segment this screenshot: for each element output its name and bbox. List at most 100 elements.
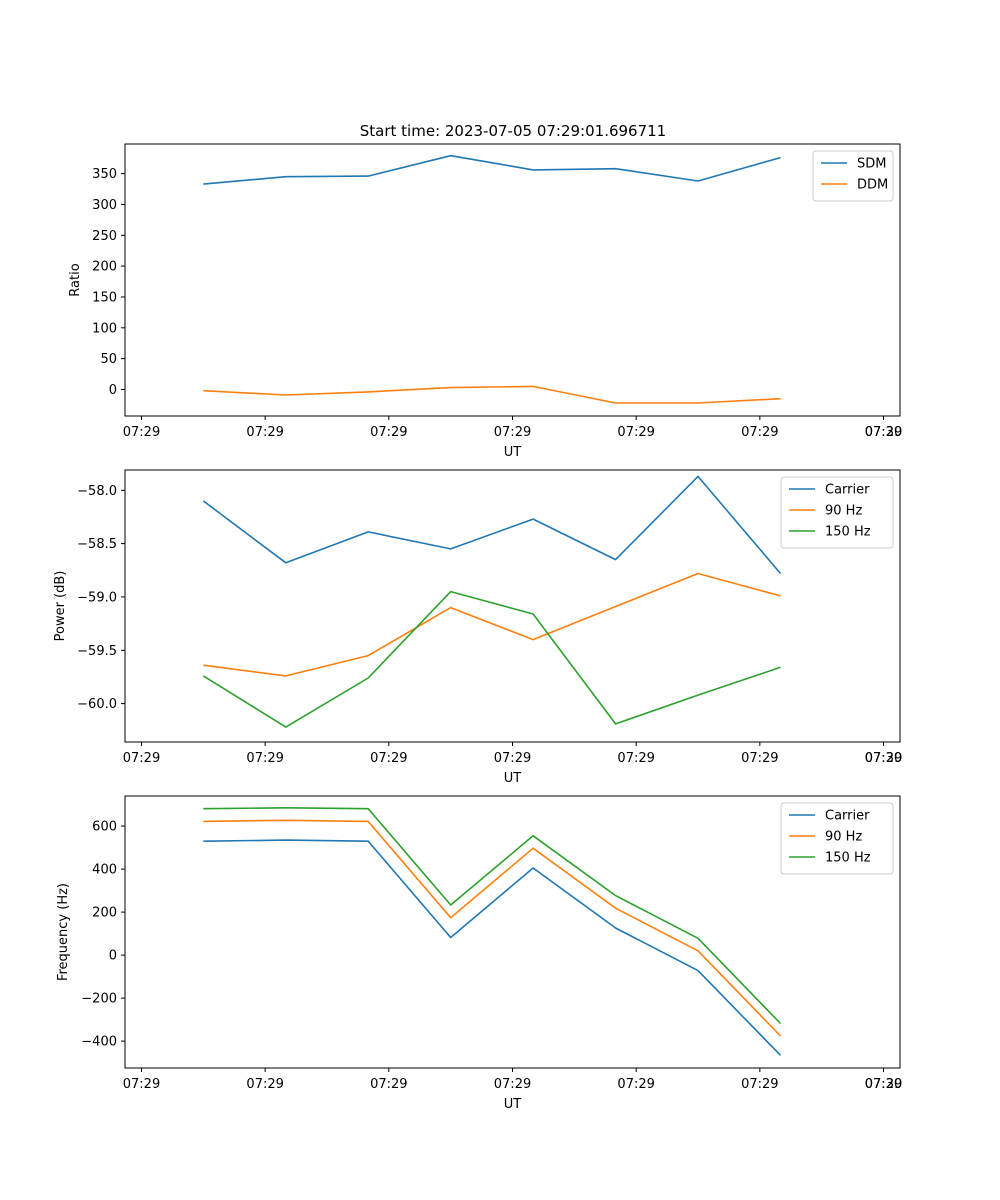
data-point	[367, 820, 369, 822]
data-point	[614, 927, 616, 929]
data-point	[367, 175, 369, 177]
x-tick-label: 07:29	[123, 1077, 160, 1092]
x-tick-label: 07:29	[123, 751, 160, 766]
data-point	[697, 180, 699, 182]
x-tick-label: 07:29	[494, 751, 531, 766]
figure-title: Start time: 2023-07-05 07:29:01.696711	[360, 122, 666, 140]
data-point	[614, 605, 616, 607]
x-tick-label: 07:29	[246, 1077, 283, 1092]
y-axis-label: Frequency (Hz)	[56, 883, 71, 981]
x-tick-label: 07:29	[617, 751, 654, 766]
y-tick-label: 0	[109, 949, 117, 964]
data-point	[697, 572, 699, 574]
x-tick-label: 07:29	[865, 1077, 902, 1092]
frequency-panel: 07:29 07:29 07:29 07:29 07:29 07:29 07:2907:30…	[56, 795, 902, 1112]
x-tick-label: 07:29	[865, 751, 902, 766]
data-point	[779, 1022, 781, 1024]
data-point	[285, 394, 287, 396]
data-point	[779, 398, 781, 400]
x-tick-label: 07:29	[370, 425, 407, 440]
x-tick-label: 07:29	[741, 751, 778, 766]
ratio-panel: 07:29 07:29 07:29 07:29 07:29 07:29 07:2907:30…	[68, 143, 902, 460]
x-tick-label: 07:29	[865, 425, 902, 440]
x-tick-label: 07:29	[741, 425, 778, 440]
x-tick-label: 07:29	[246, 425, 283, 440]
data-point	[285, 839, 287, 841]
data-point	[285, 819, 287, 821]
data-point	[779, 572, 781, 574]
y-tick-label: −58.0	[77, 484, 117, 499]
y-tick-label: −59.5	[77, 644, 117, 659]
y-tick-label: 600	[92, 820, 117, 835]
data-point	[285, 175, 287, 177]
legend-label: Carrier	[825, 809, 870, 824]
series-line-90-hz	[203, 572, 781, 677]
power-panel: 07:29 07:29 07:29 07:29 07:29 07:29 07:2907:30…	[53, 469, 902, 786]
data-point	[285, 726, 287, 728]
x-tick-label: 07:29	[494, 1077, 531, 1092]
data-point	[449, 904, 451, 906]
y-tick-label: 400	[92, 863, 117, 878]
axes-frame	[124, 143, 901, 417]
data-point	[697, 694, 699, 696]
y-tick-label: −400	[81, 1035, 117, 1050]
x-tick-label: 07:29	[617, 425, 654, 440]
data-point	[367, 531, 369, 533]
data-point	[449, 155, 451, 157]
data-point	[779, 666, 781, 668]
x-axis-label: UT	[504, 771, 522, 786]
data-point	[697, 402, 699, 404]
data-point	[202, 500, 204, 502]
y-tick-label: −59.0	[77, 590, 117, 605]
data-point	[202, 820, 204, 822]
data-point	[614, 558, 616, 560]
x-tick-label: 07:30	[865, 1077, 902, 1092]
data-point	[614, 402, 616, 404]
data-point	[532, 847, 534, 849]
data-point	[202, 390, 204, 392]
data-point	[367, 391, 369, 393]
data-point	[202, 675, 204, 677]
x-tick-label: 07:30	[865, 425, 902, 440]
data-point	[532, 835, 534, 837]
data-point	[285, 807, 287, 809]
y-tick-label: −58.5	[77, 537, 117, 552]
data-point	[367, 677, 369, 679]
data-point	[202, 840, 204, 842]
series-line-carrier	[203, 839, 782, 1056]
legend-label: SDM	[857, 157, 886, 172]
series-line-carrier	[202, 475, 782, 575]
data-point	[202, 183, 204, 185]
y-tick-label: 0	[109, 383, 117, 398]
y-tick-label: −200	[81, 992, 117, 1007]
legend-label: 90 Hz	[825, 830, 862, 845]
y-tick-label: 100	[92, 321, 117, 336]
x-tick-label: 07:29	[246, 751, 283, 766]
y-tick-label: 150	[92, 290, 117, 305]
legend-label: Carrier	[825, 483, 870, 498]
data-point	[449, 606, 451, 608]
y-axis-label: Power (dB)	[53, 571, 68, 642]
data-point	[532, 385, 534, 387]
legend-label: DDM	[857, 178, 888, 193]
y-tick-label: −60.0	[77, 697, 117, 712]
series-line-ddm	[203, 385, 781, 404]
data-point	[449, 936, 451, 938]
data-point	[614, 894, 616, 896]
series-line-150-hz	[202, 590, 781, 728]
data-point	[532, 169, 534, 171]
series-line-sdm	[203, 154, 781, 185]
x-tick-label: 07:29	[370, 1077, 407, 1092]
data-point	[697, 937, 699, 939]
x-tick-label: 07:29	[494, 425, 531, 440]
legend-label: 150 Hz	[825, 525, 871, 540]
legend-label: 150 Hz	[825, 851, 871, 866]
data-point	[449, 590, 451, 592]
data-point	[532, 867, 534, 869]
y-tick-label: 50	[100, 352, 117, 367]
y-tick-label: 250	[92, 229, 117, 244]
series-line-150-hz	[203, 806, 782, 1025]
data-point	[779, 156, 781, 158]
y-tick-label: 200	[92, 906, 117, 921]
x-axis-label: UT	[504, 445, 522, 460]
